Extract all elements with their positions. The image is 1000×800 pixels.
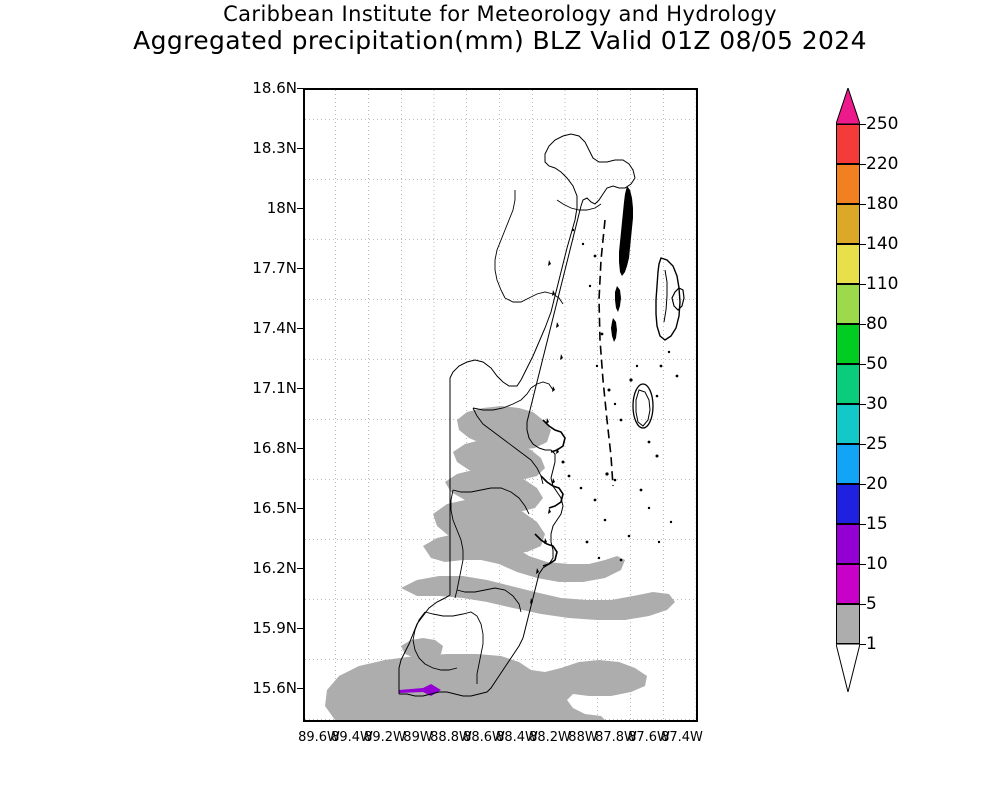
ytick-label-17.1N: 17.1N <box>252 379 297 397</box>
longitude-axis-labels: 89.6W 89.4W 89.2W 89W 88.8W 88.6W 88.4W … <box>298 730 703 750</box>
colorbar-segment-15 <box>836 524 860 564</box>
colorbar-segment-110 <box>836 284 860 324</box>
title-line-product: Aggregated precipitation(mm) BLZ Valid 0… <box>133 26 867 55</box>
colorbar-below-min-arrow <box>836 644 860 692</box>
xtick-label-88.8W: 88.8W <box>430 730 472 745</box>
ytick-label-18N: 18N <box>266 199 297 217</box>
latitude-axis-labels: 18.6N 18.3N 18N 17.7N 17.4N 17.1N 16.8N … <box>223 79 297 722</box>
map-plot-area <box>303 88 698 722</box>
colorbar-label-20: 20 <box>866 474 888 494</box>
colorbar-label-140: 140 <box>866 234 899 254</box>
coastal-detail <box>534 419 566 567</box>
precip-band-5-10mm <box>399 684 441 696</box>
map-gridlines <box>305 90 696 720</box>
chart-title-block: Caribbean Institute for Meteorology and … <box>0 2 1000 55</box>
ytick-label-15.6N: 15.6N <box>252 679 297 697</box>
colorbar-segment-5 <box>836 604 860 644</box>
map-frame <box>303 88 698 722</box>
map-canvas <box>305 90 696 720</box>
xtick-label-88.6W: 88.6W <box>463 730 505 745</box>
colorbar-segment-20 <box>836 484 860 524</box>
cayes-and-barrier-reef <box>530 186 685 604</box>
colorbar-label-50: 50 <box>866 354 888 374</box>
xtick-label-88.4W: 88.4W <box>496 730 538 745</box>
colorbar-label-30: 30 <box>866 394 888 414</box>
xtick-label-88W: 88W <box>568 730 598 745</box>
colorbar-label-220: 220 <box>866 154 899 174</box>
colorbar-segment-140 <box>836 244 860 284</box>
ytick-label-18.6N: 18.6N <box>252 79 297 97</box>
xtick-label-89.2W: 89.2W <box>364 730 406 745</box>
colorbar-segment-50 <box>836 364 860 404</box>
colorbar-above-max-arrow <box>836 88 860 124</box>
xtick-label-89W: 89W <box>403 730 433 745</box>
colorbar-label-5: 5 <box>866 594 877 614</box>
colorbar-label-180: 180 <box>866 194 899 214</box>
xtick-label-89.6W: 89.6W <box>298 730 340 745</box>
colorbar-segment-80 <box>836 324 860 364</box>
colorbar-segment-180 <box>836 204 860 244</box>
ytick-label-17.7N: 17.7N <box>252 259 297 277</box>
ytick-label-16.8N: 16.8N <box>252 439 297 457</box>
title-line-institute: Caribbean Institute for Meteorology and … <box>223 2 777 26</box>
precipitation-colorbar: 250 220 180 140 110 80 50 30 25 20 15 10… <box>836 88 898 722</box>
colorbar-segment-25 <box>836 444 860 484</box>
xtick-label-88.2W: 88.2W <box>529 730 571 745</box>
xtick-label-87.6W: 87.6W <box>628 730 670 745</box>
colorbar-segment-30 <box>836 404 860 444</box>
ytick-label-16.2N: 16.2N <box>252 559 297 577</box>
colorbar-label-110: 110 <box>866 274 899 294</box>
colorbar-segment-220 <box>836 164 860 204</box>
ytick-label-15.9N: 15.9N <box>252 619 297 637</box>
xtick-label-87.8W: 87.8W <box>595 730 637 745</box>
colorbar-label-10: 10 <box>866 554 888 574</box>
colorbar-label-15: 15 <box>866 514 888 534</box>
colorbar-label-1: 1 <box>866 634 877 654</box>
ytick-label-16.5N: 16.5N <box>252 499 297 517</box>
ytick-label-17.4N: 17.4N <box>252 319 297 337</box>
colorbar-segment-250 <box>836 124 860 164</box>
xtick-label-87.4W: 87.4W <box>661 730 703 745</box>
belize-national-border <box>398 133 636 697</box>
district-boundaries <box>412 190 602 684</box>
precip-band-1-5mm <box>325 406 675 720</box>
colorbar-label-80: 80 <box>866 314 888 334</box>
colorbar-label-250: 250 <box>866 114 899 134</box>
colorbar-label-25: 25 <box>866 434 888 454</box>
xtick-label-89.4W: 89.4W <box>331 730 373 745</box>
colorbar-segment-10 <box>836 564 860 604</box>
ytick-label-18.3N: 18.3N <box>252 139 297 157</box>
